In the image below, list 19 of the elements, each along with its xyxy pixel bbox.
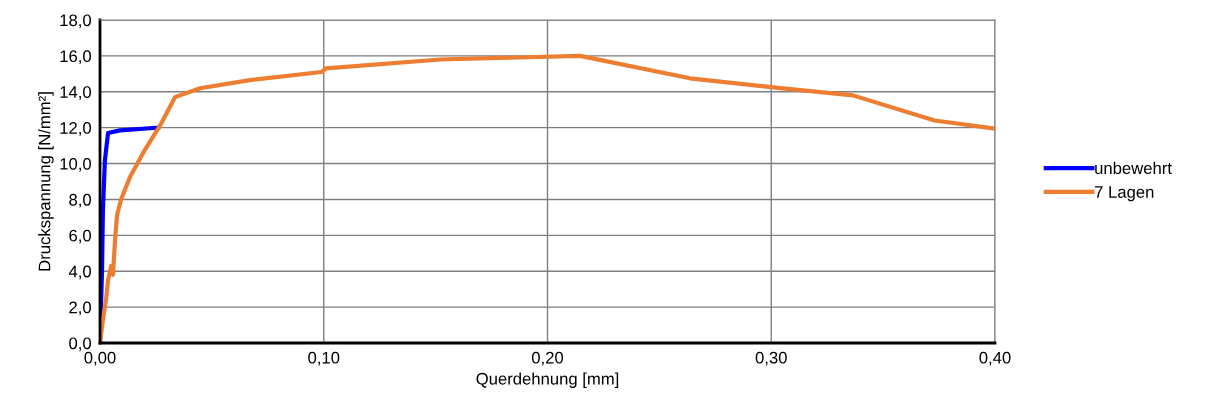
legend-label: unbewehrt — [1095, 161, 1172, 175]
x-tick-label: 0,40 — [979, 351, 1011, 366]
y-axis-title: Druckspannung [N/mm²] — [38, 92, 54, 271]
legend-label: 7 Lagen — [1094, 186, 1154, 202]
y-tick-label: 18,0 — [60, 14, 92, 29]
x-tick-label: 0,20 — [531, 351, 564, 366]
y-tick-label: 14,0 — [60, 86, 92, 100]
y-tick-label: 0,0 — [69, 337, 92, 352]
x-tick-label: 0,00 — [84, 351, 116, 366]
y-tick-label: 4,0 — [68, 265, 92, 280]
x-tick-label: 0,30 — [755, 351, 787, 366]
y-tick-label: 16,0 — [60, 50, 92, 65]
y-tick-label: 8,0 — [69, 193, 92, 208]
x-tick-label: 0,10 — [308, 351, 340, 366]
y-tick-label: 2,0 — [69, 301, 92, 316]
x-axis-title: Querdehnung [mm] — [476, 372, 619, 388]
y-tick-label: 10,0 — [60, 157, 92, 172]
y-tick-label: 12,0 — [60, 122, 92, 136]
y-tick-label: 6,0 — [69, 229, 92, 244]
